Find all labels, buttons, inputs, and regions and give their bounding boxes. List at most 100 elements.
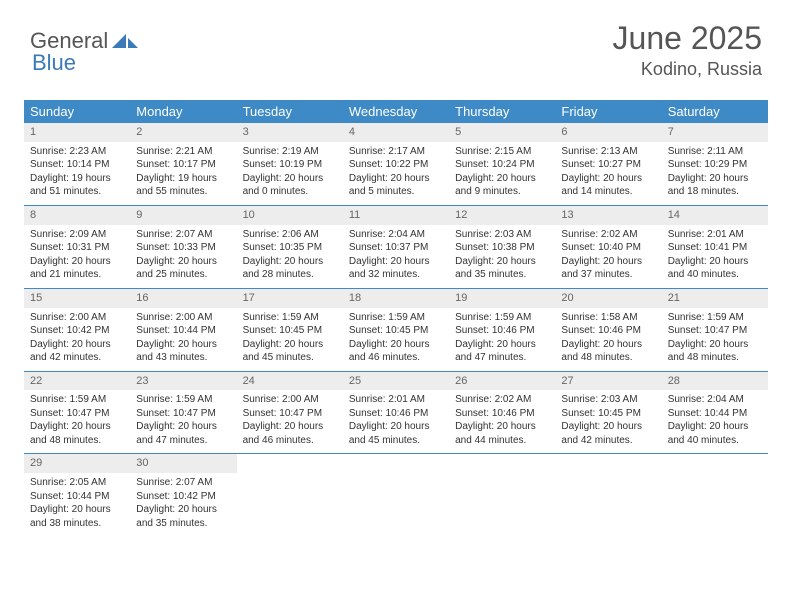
day-body: Sunrise: 1:59 AMSunset: 10:47 PMDaylight…	[130, 390, 236, 453]
day-cell	[555, 454, 661, 536]
day-number: 7	[662, 123, 768, 142]
daylight-line: Daylight: 20 hours and 46 minutes.	[349, 338, 443, 365]
day-cell	[237, 454, 343, 536]
day-number: 8	[24, 206, 130, 225]
day-number: 21	[662, 289, 768, 308]
sunrise-line: Sunrise: 2:17 AM	[349, 145, 443, 159]
day-body: Sunrise: 1:58 AMSunset: 10:46 PMDaylight…	[555, 308, 661, 371]
day-body: Sunrise: 2:03 AMSunset: 10:45 PMDaylight…	[555, 390, 661, 453]
sunrise-line: Sunrise: 2:02 AM	[455, 393, 549, 407]
day-cell: 4Sunrise: 2:17 AMSunset: 10:22 PMDayligh…	[343, 123, 449, 205]
sunset-line: Sunset: 10:42 PM	[30, 324, 124, 338]
day-number: 10	[237, 206, 343, 225]
sunset-line: Sunset: 10:38 PM	[455, 241, 549, 255]
day-body: Sunrise: 2:02 AMSunset: 10:46 PMDaylight…	[449, 390, 555, 453]
day-number: 15	[24, 289, 130, 308]
day-cell: 27Sunrise: 2:03 AMSunset: 10:45 PMDaylig…	[555, 372, 661, 454]
daylight-line: Daylight: 20 hours and 5 minutes.	[349, 172, 443, 199]
sunset-line: Sunset: 10:14 PM	[30, 158, 124, 172]
daylight-line: Daylight: 20 hours and 48 minutes.	[668, 338, 762, 365]
day-cell: 5Sunrise: 2:15 AMSunset: 10:24 PMDayligh…	[449, 123, 555, 205]
day-cell: 25Sunrise: 2:01 AMSunset: 10:46 PMDaylig…	[343, 372, 449, 454]
calendar: SundayMondayTuesdayWednesdayThursdayFrid…	[24, 100, 768, 536]
day-number: 18	[343, 289, 449, 308]
daylight-line: Daylight: 20 hours and 9 minutes.	[455, 172, 549, 199]
day-body: Sunrise: 2:21 AMSunset: 10:17 PMDaylight…	[130, 142, 236, 205]
sunset-line: Sunset: 10:45 PM	[243, 324, 337, 338]
sunset-line: Sunset: 10:47 PM	[136, 407, 230, 421]
sunrise-line: Sunrise: 2:00 AM	[30, 311, 124, 325]
day-body: Sunrise: 2:15 AMSunset: 10:24 PMDaylight…	[449, 142, 555, 205]
daylight-line: Daylight: 20 hours and 38 minutes.	[30, 503, 124, 530]
day-body: Sunrise: 2:00 AMSunset: 10:42 PMDaylight…	[24, 308, 130, 371]
sunrise-line: Sunrise: 2:07 AM	[136, 228, 230, 242]
daylight-line: Daylight: 20 hours and 35 minutes.	[136, 503, 230, 530]
day-number: 6	[555, 123, 661, 142]
day-cell: 21Sunrise: 1:59 AMSunset: 10:47 PMDaylig…	[662, 289, 768, 371]
location-label: Kodino, Russia	[613, 59, 762, 80]
day-body: Sunrise: 2:17 AMSunset: 10:22 PMDaylight…	[343, 142, 449, 205]
sunrise-line: Sunrise: 1:59 AM	[136, 393, 230, 407]
day-cell: 16Sunrise: 2:00 AMSunset: 10:44 PMDaylig…	[130, 289, 236, 371]
sunset-line: Sunset: 10:46 PM	[349, 407, 443, 421]
day-body: Sunrise: 1:59 AMSunset: 10:45 PMDaylight…	[237, 308, 343, 371]
day-number: 12	[449, 206, 555, 225]
day-body: Sunrise: 2:19 AMSunset: 10:19 PMDaylight…	[237, 142, 343, 205]
day-number: 14	[662, 206, 768, 225]
daylight-line: Daylight: 20 hours and 35 minutes.	[455, 255, 549, 282]
day-number: 1	[24, 123, 130, 142]
day-number: 17	[237, 289, 343, 308]
day-cell: 22Sunrise: 1:59 AMSunset: 10:47 PMDaylig…	[24, 372, 130, 454]
day-cell	[449, 454, 555, 536]
day-cell: 26Sunrise: 2:02 AMSunset: 10:46 PMDaylig…	[449, 372, 555, 454]
sunset-line: Sunset: 10:41 PM	[668, 241, 762, 255]
sunrise-line: Sunrise: 2:07 AM	[136, 476, 230, 490]
week-row: 15Sunrise: 2:00 AMSunset: 10:42 PMDaylig…	[24, 289, 768, 372]
day-number: 29	[24, 454, 130, 473]
day-number: 27	[555, 372, 661, 391]
sunset-line: Sunset: 10:47 PM	[30, 407, 124, 421]
sunrise-line: Sunrise: 1:58 AM	[561, 311, 655, 325]
day-body: Sunrise: 2:05 AMSunset: 10:44 PMDaylight…	[24, 473, 130, 536]
day-cell: 28Sunrise: 2:04 AMSunset: 10:44 PMDaylig…	[662, 372, 768, 454]
day-cell: 9Sunrise: 2:07 AMSunset: 10:33 PMDayligh…	[130, 206, 236, 288]
day-header-sunday: Sunday	[24, 100, 130, 123]
sunset-line: Sunset: 10:44 PM	[136, 324, 230, 338]
day-body: Sunrise: 2:04 AMSunset: 10:44 PMDaylight…	[662, 390, 768, 453]
sunrise-line: Sunrise: 2:03 AM	[455, 228, 549, 242]
day-cell: 8Sunrise: 2:09 AMSunset: 10:31 PMDayligh…	[24, 206, 130, 288]
day-body: Sunrise: 1:59 AMSunset: 10:47 PMDaylight…	[24, 390, 130, 453]
sunrise-line: Sunrise: 1:59 AM	[243, 311, 337, 325]
day-header-friday: Friday	[555, 100, 661, 123]
day-number: 3	[237, 123, 343, 142]
sunset-line: Sunset: 10:44 PM	[668, 407, 762, 421]
sunrise-line: Sunrise: 2:23 AM	[30, 145, 124, 159]
brand-word2: Blue	[32, 50, 76, 76]
sunrise-line: Sunrise: 1:59 AM	[455, 311, 549, 325]
day-cell: 7Sunrise: 2:11 AMSunset: 10:29 PMDayligh…	[662, 123, 768, 205]
day-number: 2	[130, 123, 236, 142]
daylight-line: Daylight: 20 hours and 47 minutes.	[455, 338, 549, 365]
sunset-line: Sunset: 10:24 PM	[455, 158, 549, 172]
sunset-line: Sunset: 10:46 PM	[455, 324, 549, 338]
daylight-line: Daylight: 20 hours and 48 minutes.	[30, 420, 124, 447]
sunrise-line: Sunrise: 2:04 AM	[668, 393, 762, 407]
day-cell: 3Sunrise: 2:19 AMSunset: 10:19 PMDayligh…	[237, 123, 343, 205]
week-row: 29Sunrise: 2:05 AMSunset: 10:44 PMDaylig…	[24, 454, 768, 536]
sunset-line: Sunset: 10:42 PM	[136, 490, 230, 504]
sunrise-line: Sunrise: 2:00 AM	[243, 393, 337, 407]
daylight-line: Daylight: 20 hours and 37 minutes.	[561, 255, 655, 282]
day-body: Sunrise: 2:09 AMSunset: 10:31 PMDaylight…	[24, 225, 130, 288]
day-number: 28	[662, 372, 768, 391]
sunrise-line: Sunrise: 2:13 AM	[561, 145, 655, 159]
day-number: 5	[449, 123, 555, 142]
sunset-line: Sunset: 10:46 PM	[561, 324, 655, 338]
day-number: 16	[130, 289, 236, 308]
day-cell: 30 Sunrise: 2:07 AMSunset: 10:42 PMDaylig…	[130, 454, 236, 536]
day-number: 30	[130, 454, 236, 473]
day-body: Sunrise: 2:13 AMSunset: 10:27 PMDaylight…	[555, 142, 661, 205]
sunrise-line: Sunrise: 1:59 AM	[668, 311, 762, 325]
sunrise-line: Sunrise: 1:59 AM	[349, 311, 443, 325]
daylight-line: Daylight: 20 hours and 42 minutes.	[561, 420, 655, 447]
day-cell: 29Sunrise: 2:05 AMSunset: 10:44 PMDaylig…	[24, 454, 130, 536]
